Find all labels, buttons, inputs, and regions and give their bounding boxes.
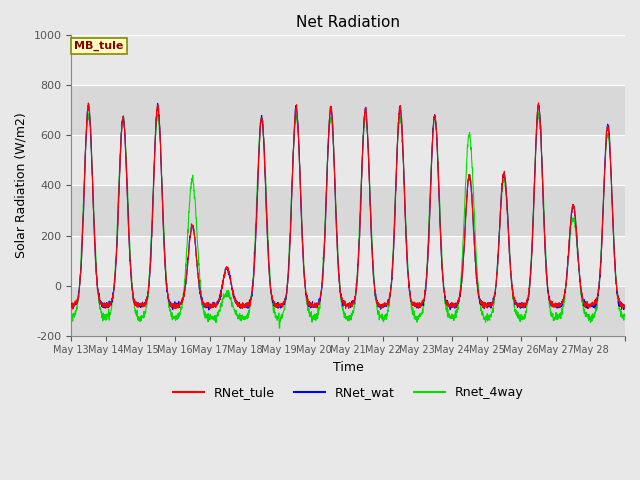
- Text: MB_tule: MB_tule: [74, 41, 124, 51]
- X-axis label: Time: Time: [333, 361, 364, 374]
- Bar: [71, 185, 625, 236]
- Title: Net Radiation: Net Radiation: [296, 15, 400, 30]
- Legend: RNet_tule, RNet_wat, Rnet_4way: RNet_tule, RNet_wat, Rnet_4way: [168, 382, 529, 405]
- Y-axis label: Solar Radiation (W/m2): Solar Radiation (W/m2): [15, 113, 28, 258]
- Bar: [71, 135, 625, 185]
- Bar: [71, 286, 625, 336]
- Bar: [71, 236, 625, 286]
- Bar: [71, 85, 625, 135]
- Bar: [71, 36, 625, 85]
